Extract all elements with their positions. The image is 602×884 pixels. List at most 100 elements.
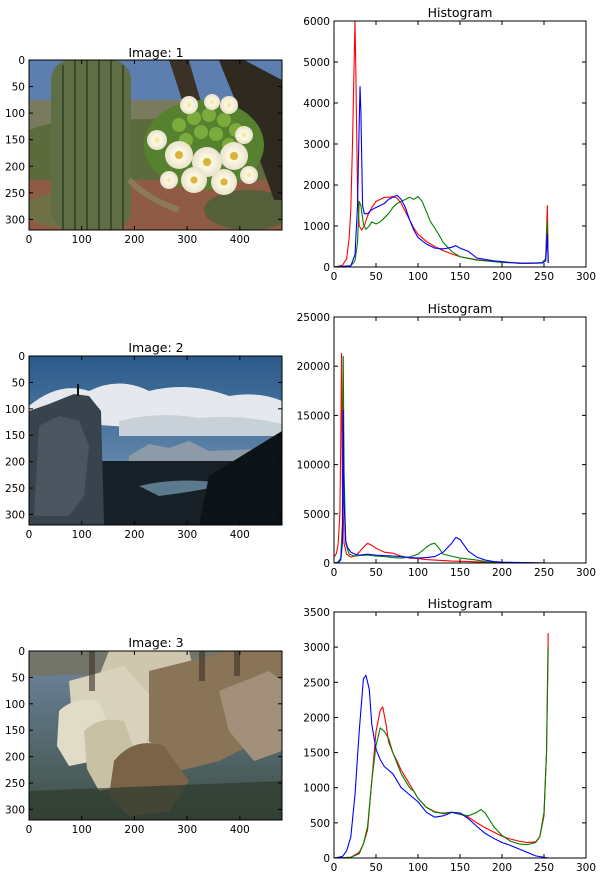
image-1-ytick-label: 200	[5, 161, 25, 173]
image-2-title: Image: 2	[128, 340, 183, 355]
image-3-frame	[28, 650, 283, 821]
image-2-xtick-label: 100	[72, 529, 92, 541]
histogram-3-xtick-label: 200	[492, 862, 512, 874]
image-1-title: Image: 1	[128, 45, 183, 60]
image-2-panel: Image: 2	[29, 340, 282, 525]
histogram-2-line-0	[334, 352, 549, 563]
histogram-1-line-1	[334, 195, 549, 267]
histogram-2-ytick-label: 25000	[297, 312, 330, 324]
histogram-3-xtick-label: 0	[331, 862, 338, 874]
image-3-xtick-label: 200	[124, 824, 144, 836]
image-1-xtick-label: 400	[230, 234, 250, 246]
histogram-3-series	[334, 633, 549, 858]
histogram-2-title: Histogram	[428, 301, 493, 316]
image-1-xtick-label: 200	[124, 234, 144, 246]
image-1-ytick-label: 300	[5, 214, 25, 226]
image-1-xtick-label: 100	[72, 234, 92, 246]
histogram-1-xtick-label: 200	[492, 271, 512, 283]
histogram-1-title: Histogram	[428, 5, 493, 20]
histogram-3-line-1	[334, 647, 549, 858]
histogram-2-ytick-label: 5000	[303, 509, 330, 521]
histogram-2-xtick-label: 150	[450, 567, 470, 579]
histogram-2-xtick-label: 100	[408, 567, 428, 579]
image-2-xtick-label: 0	[26, 529, 33, 541]
histogram-1-series	[334, 21, 549, 267]
histogram-2-line-2	[334, 409, 549, 563]
histogram-3-ytick-label: 2500	[303, 677, 330, 689]
histogram-1-xtick-label: 150	[450, 271, 470, 283]
image-2-ytick-label: 100	[5, 404, 25, 416]
histogram-1-ytick-label: 4000	[303, 98, 330, 110]
histogram-1-ytick-label: 1000	[303, 221, 330, 233]
histogram-1-ytick-label: 6000	[303, 16, 330, 28]
histogram-1-xtick-label: 50	[369, 271, 382, 283]
image-2-xtick-label: 200	[124, 529, 144, 541]
image-3-ytick-label: 50	[12, 672, 25, 684]
histogram-2: Histogram 0 50 100 150 200 250 300 0 5000 10000 150…	[297, 301, 596, 579]
histogram-2-ytick-label: 15000	[297, 410, 330, 422]
image-1-xtick-label: 300	[177, 234, 197, 246]
histogram-1-line-2	[334, 86, 549, 267]
image-3-title: Image: 3	[128, 635, 183, 650]
histogram-3-ytick-label: 0	[323, 853, 330, 865]
image-2-xtick-label: 400	[230, 529, 250, 541]
image-3-ytick-label: 300	[5, 804, 25, 816]
histogram-3-ytick-label: 2000	[303, 712, 330, 724]
image-1-xtick-label: 0	[26, 234, 33, 246]
histogram-1-xtick-label: 300	[576, 271, 596, 283]
histogram-1-ytick-label: 0	[323, 262, 330, 274]
histogram-1-xtick-label: 0	[331, 271, 338, 283]
histogram-1-ytick-label: 3000	[303, 139, 330, 151]
image-3-xtick-label: 100	[72, 824, 92, 836]
image-3-axes: 0 100 200 300 400 0 50 100 150 200 250 300	[5, 646, 283, 836]
image-2-axes: 0 100 200 300 400 0 50 100 150 200 250 300	[5, 351, 283, 541]
histogram-1-ytick-label: 2000	[303, 180, 330, 192]
image-3-xtick-label: 0	[26, 824, 33, 836]
histogram-2-ytick-label: 20000	[297, 361, 330, 373]
image-2-frame	[28, 355, 283, 526]
histogram-2-ytick-label: 10000	[297, 460, 330, 472]
image-3-xtick-label: 400	[230, 824, 250, 836]
image-2-ytick-label: 250	[5, 483, 25, 495]
image-1-ytick-label: 250	[5, 188, 25, 200]
histogram-2-xtick-label: 50	[369, 567, 382, 579]
image-1-frame	[28, 59, 283, 231]
image-3-ytick-label: 200	[5, 752, 25, 764]
histogram-3-line-2	[334, 674, 549, 858]
image-2-xtick-label: 300	[177, 529, 197, 541]
histogram-3-ytick-label: 1000	[303, 783, 330, 795]
histogram-3-ytick-label: 3000	[303, 642, 330, 654]
image-2-ytick-label: 0	[18, 351, 25, 363]
histogram-3-xtick-label: 300	[576, 862, 596, 874]
histogram-2-xtick-label: 300	[576, 567, 596, 579]
histogram-2-xtick-label: 0	[331, 567, 338, 579]
image-3-panel: Image: 3	[29, 635, 282, 820]
histogram-1-ytick-label: 5000	[303, 57, 330, 69]
histogram-3-xtick-label: 150	[450, 862, 470, 874]
image-1-panel: Image: 1	[29, 45, 282, 230]
histogram-1-xtick-label: 250	[534, 271, 554, 283]
image-1-ytick-label: 150	[5, 135, 25, 147]
image-3-picture	[29, 651, 282, 820]
histogram-1-xtick-label: 100	[408, 271, 428, 283]
image-2-ytick-label: 150	[5, 430, 25, 442]
image-3-ytick-label: 100	[5, 699, 25, 711]
histogram-3-xtick-label: 100	[408, 862, 428, 874]
image-1-axes: 0 100 200 300 400 0 50 100 150 200 250 300	[5, 55, 283, 246]
histogram-3-ytick-label: 1500	[303, 748, 330, 760]
image-1-picture	[29, 60, 282, 230]
histogram-2-xtick-label: 250	[534, 567, 554, 579]
image-2-ytick-label: 200	[5, 457, 25, 469]
image-1-ytick-label: 0	[18, 55, 25, 67]
histogram-2-ytick-label: 0	[323, 558, 330, 570]
image-3-xtick-label: 300	[177, 824, 197, 836]
image-2-picture	[29, 356, 282, 525]
histogram-3-ytick-label: 500	[310, 818, 330, 830]
histogram-3-xtick-label: 250	[534, 862, 554, 874]
image-1-ytick-label: 100	[5, 108, 25, 120]
image-3-ytick-label: 0	[18, 646, 25, 658]
histogram-3-line-0	[334, 633, 549, 858]
